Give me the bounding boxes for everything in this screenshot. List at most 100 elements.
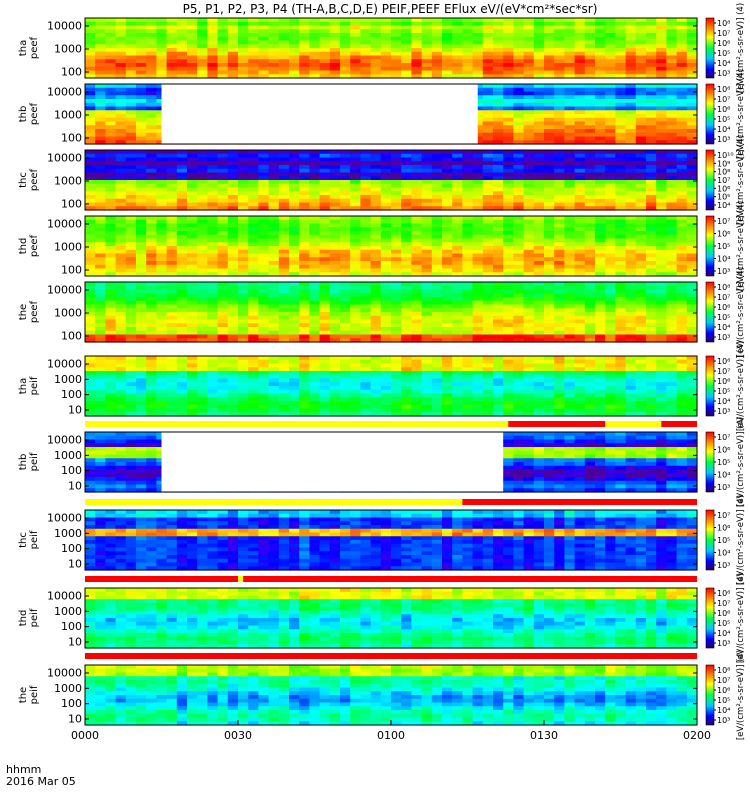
spectrogram-cell [544, 168, 555, 174]
spectrogram-cell [278, 327, 290, 332]
spectrogram-cell [95, 386, 106, 391]
spectrogram-cell [513, 261, 525, 266]
spectrogram-cell [595, 168, 606, 174]
spectrogram-cell [380, 180, 392, 185]
spectrogram-cell [156, 300, 168, 306]
spectrogram-cell [442, 63, 453, 68]
spectrogram-cell [493, 172, 504, 177]
spectrogram-cell [544, 136, 555, 141]
spectrogram-cell [156, 234, 168, 240]
spectrogram-cell [217, 59, 229, 64]
spectrogram-cell [656, 282, 667, 287]
spectrogram-cell [319, 161, 331, 166]
spectrogram-cell [482, 300, 494, 306]
spectrogram-cell [564, 29, 576, 34]
spectrogram-cell [482, 285, 494, 291]
spectrogram-cell [554, 106, 565, 111]
spectrogram-cell [217, 157, 229, 162]
spectrogram-cell [85, 327, 96, 332]
spectrogram-cell [544, 121, 555, 126]
spectrogram-cell [656, 198, 667, 204]
spectrogram-cell [360, 66, 372, 72]
spectrogram-cell [472, 223, 484, 228]
spectrogram-cell [676, 117, 688, 123]
spectrogram-cell [319, 180, 331, 185]
colorbar-tick-label: 10⁴ [717, 125, 730, 134]
spectrogram-cell [197, 51, 208, 57]
spectrogram-cell [227, 223, 239, 228]
spectrogram-cell [564, 102, 576, 108]
spectrogram-cell [554, 36, 565, 42]
spectrogram-cell [666, 165, 678, 170]
spectrogram-cell [329, 234, 341, 240]
spectrogram-cell [635, 33, 647, 38]
spectrogram-cell [513, 183, 525, 189]
spectrogram-cell [554, 129, 565, 134]
spectrogram-cell [666, 110, 678, 115]
spectrogram-cell [666, 66, 678, 72]
spectrogram-cell [340, 216, 351, 221]
spectrogram-cell [411, 234, 423, 240]
spectrogram-cell [360, 261, 372, 266]
spectrogram-cell [635, 165, 647, 170]
spectrogram-cell [462, 176, 474, 181]
spectrogram-cell [472, 264, 484, 270]
spectrogram-cell [156, 157, 168, 162]
spectrogram-cell [605, 66, 616, 72]
spectrogram-cell [248, 21, 259, 27]
spectrogram-cell [431, 44, 443, 49]
spectrogram-cell [605, 191, 616, 196]
spectrogram-cell [584, 308, 596, 313]
spectrogram-cell [615, 51, 627, 57]
spectrogram-cell [421, 44, 433, 49]
spectrogram-cell [258, 312, 270, 317]
spectrogram-cell [442, 308, 453, 313]
spectrogram-cell [472, 29, 484, 34]
spectrogram-cell [187, 63, 198, 68]
spectrogram-cell [462, 234, 474, 240]
colorbar-tick-label: 10³ [717, 267, 730, 276]
spectrogram-cell [615, 242, 627, 247]
spectrogram-cell [442, 29, 453, 34]
spectrogram-cell [533, 206, 545, 211]
spectrogram-cell [156, 63, 168, 68]
spectrogram-cell [462, 74, 474, 79]
spectrogram-cell [146, 51, 157, 57]
spectrogram-cell [584, 125, 596, 130]
spectrogram-cell [635, 246, 647, 251]
spectrogram-cell [360, 304, 372, 309]
spectrogram-cell [136, 180, 147, 185]
spectrogram-cell [452, 25, 463, 30]
spectrogram-cell [523, 231, 535, 236]
spectrogram-cell [289, 219, 300, 225]
spectrogram-cell [217, 264, 229, 270]
spectrogram-cell [615, 29, 627, 34]
spectrogram-cell [207, 161, 219, 166]
spectrogram-cell [431, 157, 443, 162]
spectrogram-cell [595, 242, 606, 247]
spectrogram-cell [625, 114, 637, 119]
spectrogram-cell [329, 219, 341, 225]
spectrogram-cell [85, 168, 96, 174]
spectrogram-cell [452, 206, 463, 211]
spectrogram-cell [340, 289, 351, 294]
spectrogram-cell [95, 110, 106, 115]
spectrogram-cell [380, 289, 392, 294]
spectrogram-cell [431, 51, 443, 57]
spectrogram-cell [370, 161, 382, 166]
spectrogram-cell [125, 285, 137, 291]
spectrogram-cell [533, 132, 545, 138]
spectrogram-cell [227, 161, 239, 166]
spectrogram-cell [391, 293, 402, 298]
spectrogram-cell [176, 198, 188, 204]
spectrogram-cell [605, 289, 616, 294]
spectrogram-cell [574, 338, 586, 343]
spectrogram-cell [625, 40, 637, 45]
spectrogram-cell [442, 191, 453, 196]
spectrogram-cell [544, 219, 555, 225]
spectrogram-cell [686, 74, 698, 79]
spectrogram-cell [289, 282, 300, 287]
spectrogram-cell [146, 227, 157, 232]
spectrogram-cell [268, 157, 280, 162]
spectrogram-cell [340, 48, 351, 53]
